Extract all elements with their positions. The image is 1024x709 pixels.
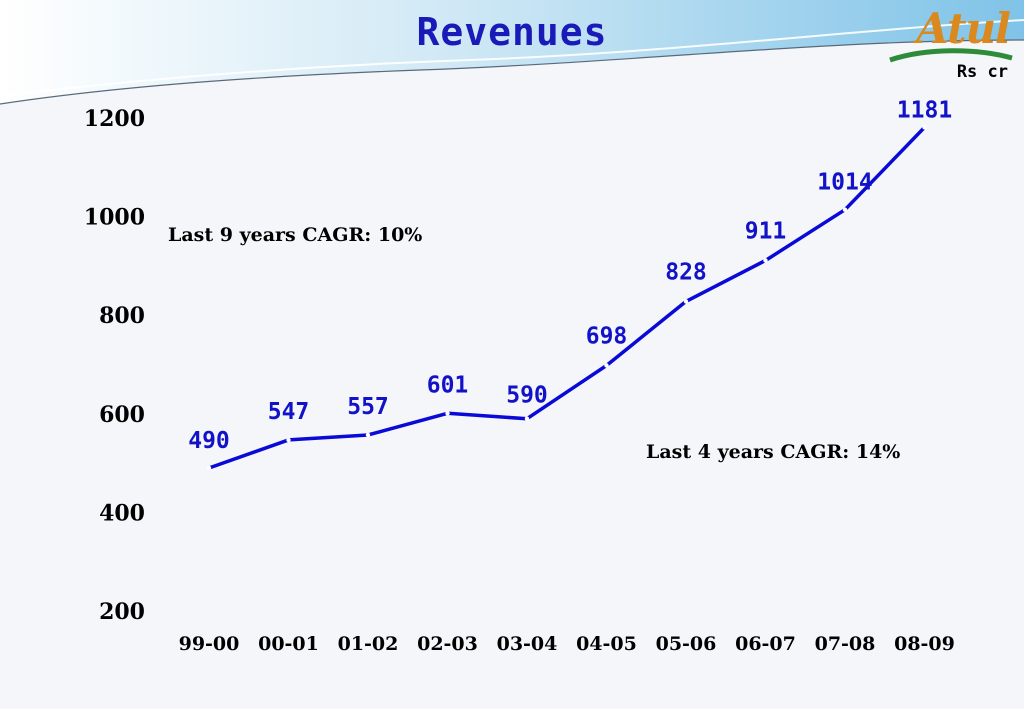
y-tick-label: 1200 bbox=[84, 106, 145, 132]
data-point bbox=[842, 207, 848, 212]
x-tick-label: 06-07 bbox=[735, 633, 796, 655]
x-tick-label: 08-09 bbox=[894, 633, 955, 655]
data-label: 590 bbox=[506, 383, 548, 409]
y-tick-label: 800 bbox=[99, 303, 145, 329]
x-tick-label: 00-01 bbox=[258, 633, 319, 655]
data-point bbox=[445, 411, 450, 416]
data-label: 547 bbox=[268, 399, 310, 425]
page-title: Revenues bbox=[416, 10, 608, 54]
data-label: 601 bbox=[427, 372, 469, 398]
logo-wordmark: Atul bbox=[916, 4, 1011, 53]
data-point bbox=[206, 465, 212, 471]
unit-label: Rs cr bbox=[956, 62, 1008, 82]
data-label: 828 bbox=[665, 259, 707, 285]
cagr-4-years-note: Last 4 years CAGR: 14% bbox=[646, 441, 901, 463]
data-point bbox=[763, 258, 768, 263]
data-label: 1014 bbox=[817, 170, 872, 196]
data-point bbox=[683, 299, 689, 304]
x-tick-label: 03-04 bbox=[497, 633, 558, 655]
cagr-9-years-note: Last 9 years CAGR: 10% bbox=[168, 224, 423, 246]
y-tick-label: 1000 bbox=[84, 205, 145, 231]
data-point bbox=[524, 416, 530, 421]
x-tick-label: 04-05 bbox=[576, 633, 637, 655]
x-tick-label: 02-03 bbox=[417, 633, 478, 655]
x-tick-label: 01-02 bbox=[338, 633, 399, 655]
data-label: 911 bbox=[745, 218, 787, 244]
x-tick-label: 99-00 bbox=[179, 633, 240, 655]
data-point bbox=[286, 437, 291, 443]
data-point bbox=[604, 363, 609, 368]
data-point bbox=[922, 125, 927, 130]
y-tick-label: 600 bbox=[99, 402, 145, 428]
data-label: 698 bbox=[586, 323, 628, 349]
logo-swoosh-icon bbox=[889, 48, 1013, 63]
data-label: 490 bbox=[188, 428, 230, 454]
y-tick-label: 200 bbox=[99, 599, 145, 625]
x-tick-label: 05-06 bbox=[656, 633, 717, 655]
data-label: 557 bbox=[347, 394, 389, 420]
data-label: 1181 bbox=[897, 97, 952, 123]
y-tick-label: 400 bbox=[99, 500, 145, 526]
series-line bbox=[208, 126, 926, 470]
data-point bbox=[365, 432, 371, 438]
x-tick-label: 07-08 bbox=[815, 633, 876, 655]
